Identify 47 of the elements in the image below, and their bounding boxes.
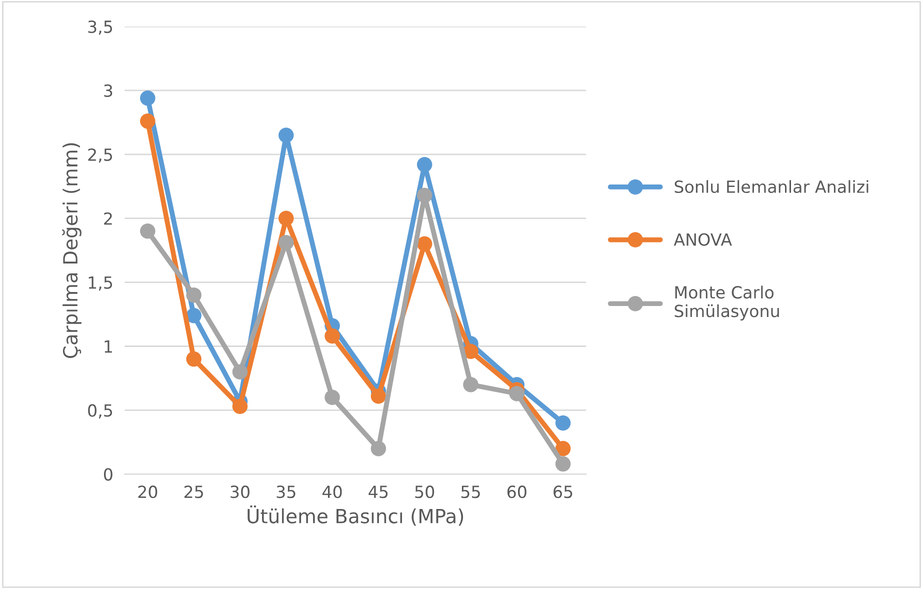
point xyxy=(463,344,478,360)
point xyxy=(278,210,294,226)
y-tick-label: 2 xyxy=(104,212,112,225)
point xyxy=(416,188,432,203)
point xyxy=(140,114,156,129)
point xyxy=(324,328,340,344)
x-tick-label: 60 xyxy=(507,486,526,498)
point xyxy=(232,398,248,414)
point xyxy=(463,376,478,392)
point xyxy=(324,390,340,406)
y-tick-label: 2,5 xyxy=(88,148,112,163)
x-tick-label: 30 xyxy=(230,486,250,498)
y-tick-label: 0 xyxy=(104,468,112,481)
x-tick-label: 65 xyxy=(554,486,572,498)
x-tick-label: 40 xyxy=(322,486,342,498)
x-tick-label: 55 xyxy=(461,486,480,498)
point xyxy=(186,287,202,303)
point xyxy=(278,235,294,250)
point xyxy=(140,224,156,239)
x-tick-label: 20 xyxy=(138,486,158,498)
point xyxy=(232,364,248,380)
y-axis-title: Çarpılma Değeri (mm) xyxy=(62,143,82,358)
point xyxy=(186,308,202,324)
y-tick-label: 0,5 xyxy=(88,404,112,418)
x-tick-label: 25 xyxy=(184,486,203,498)
point xyxy=(416,156,432,172)
point xyxy=(555,440,571,456)
x-axis-title: Ütüleme Basıncı (MPa) xyxy=(248,505,464,526)
legend-label: ANOVA xyxy=(674,233,732,246)
point xyxy=(370,388,386,404)
point xyxy=(555,415,571,431)
legend-label: Monte Carlo Simülasyonu xyxy=(674,286,779,321)
x-tick-label: 50 xyxy=(415,486,434,498)
point xyxy=(278,128,294,143)
x-tick-label: 35 xyxy=(276,486,296,498)
legend-label: Sonlu Elemanlar Analizi xyxy=(674,180,868,194)
x-tick-label: 45 xyxy=(368,486,388,498)
y-tick-label: 3 xyxy=(104,84,112,98)
y-tick-label: 1 xyxy=(104,340,112,353)
point xyxy=(509,386,525,402)
y-tick-label: 1,5 xyxy=(88,276,112,291)
y-tick-label: 3,5 xyxy=(88,20,112,35)
point xyxy=(370,440,386,456)
point xyxy=(555,456,571,472)
point xyxy=(416,236,432,252)
point xyxy=(140,90,156,106)
point xyxy=(186,351,202,367)
